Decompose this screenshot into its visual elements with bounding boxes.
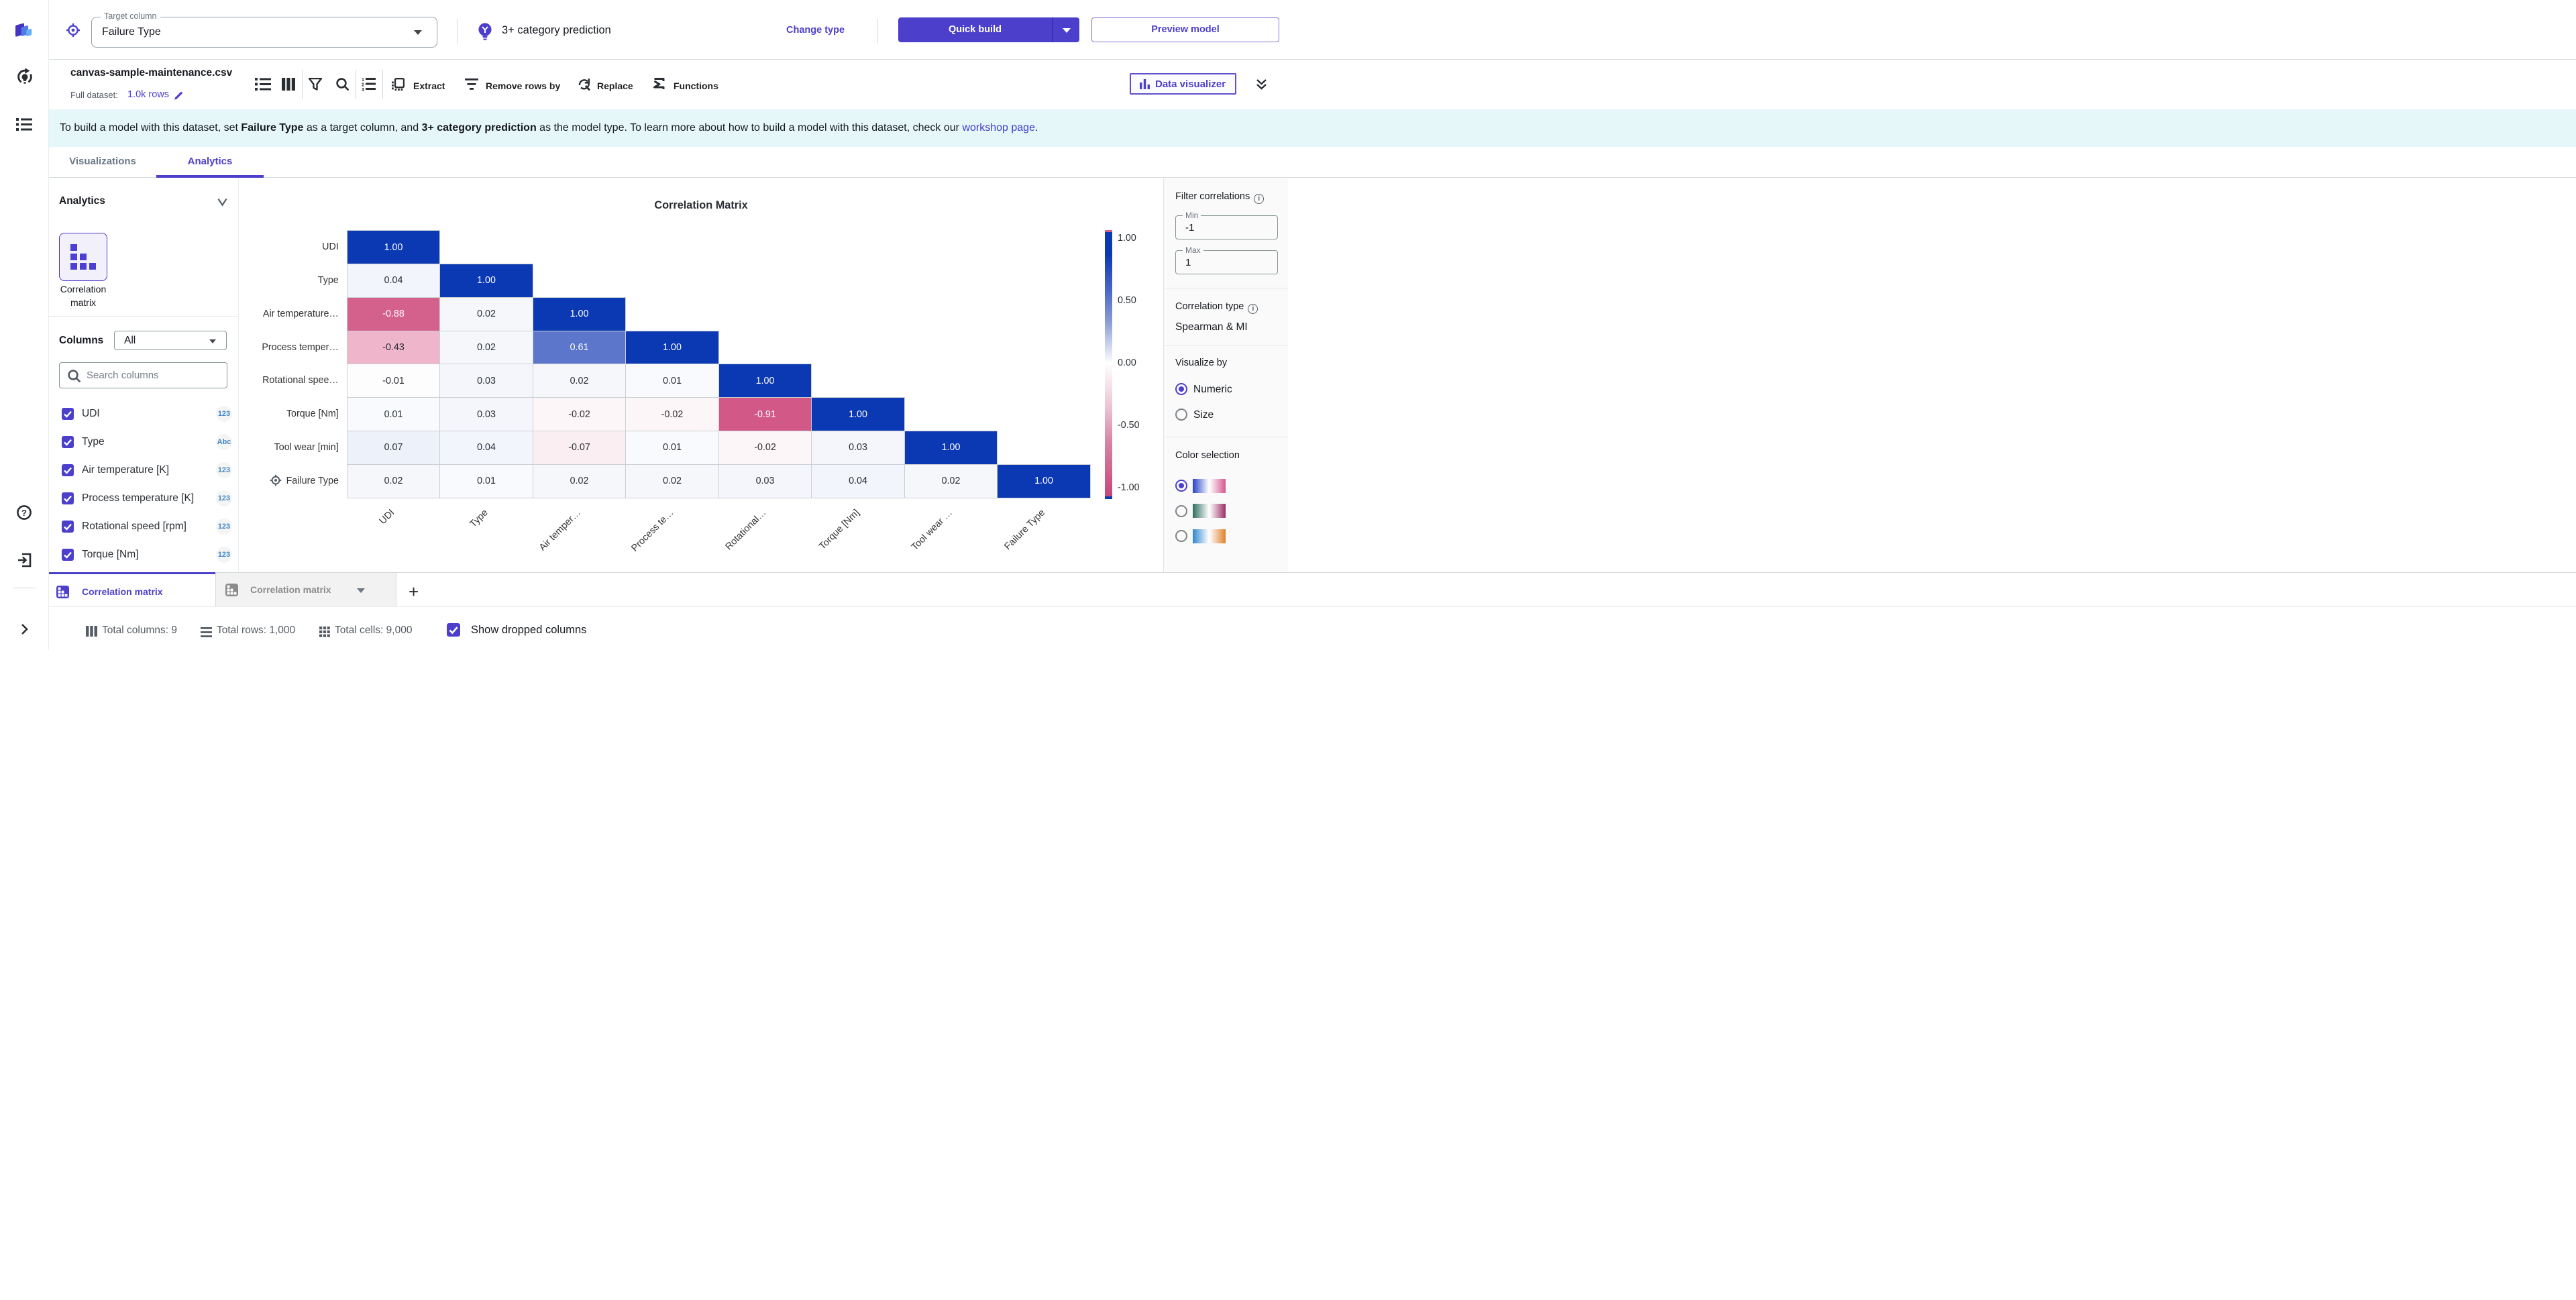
svg-text:3: 3 [362,88,364,92]
svg-text:2: 2 [362,83,364,88]
svg-text:1: 1 [362,78,364,83]
svg-text:?: ? [21,508,27,518]
